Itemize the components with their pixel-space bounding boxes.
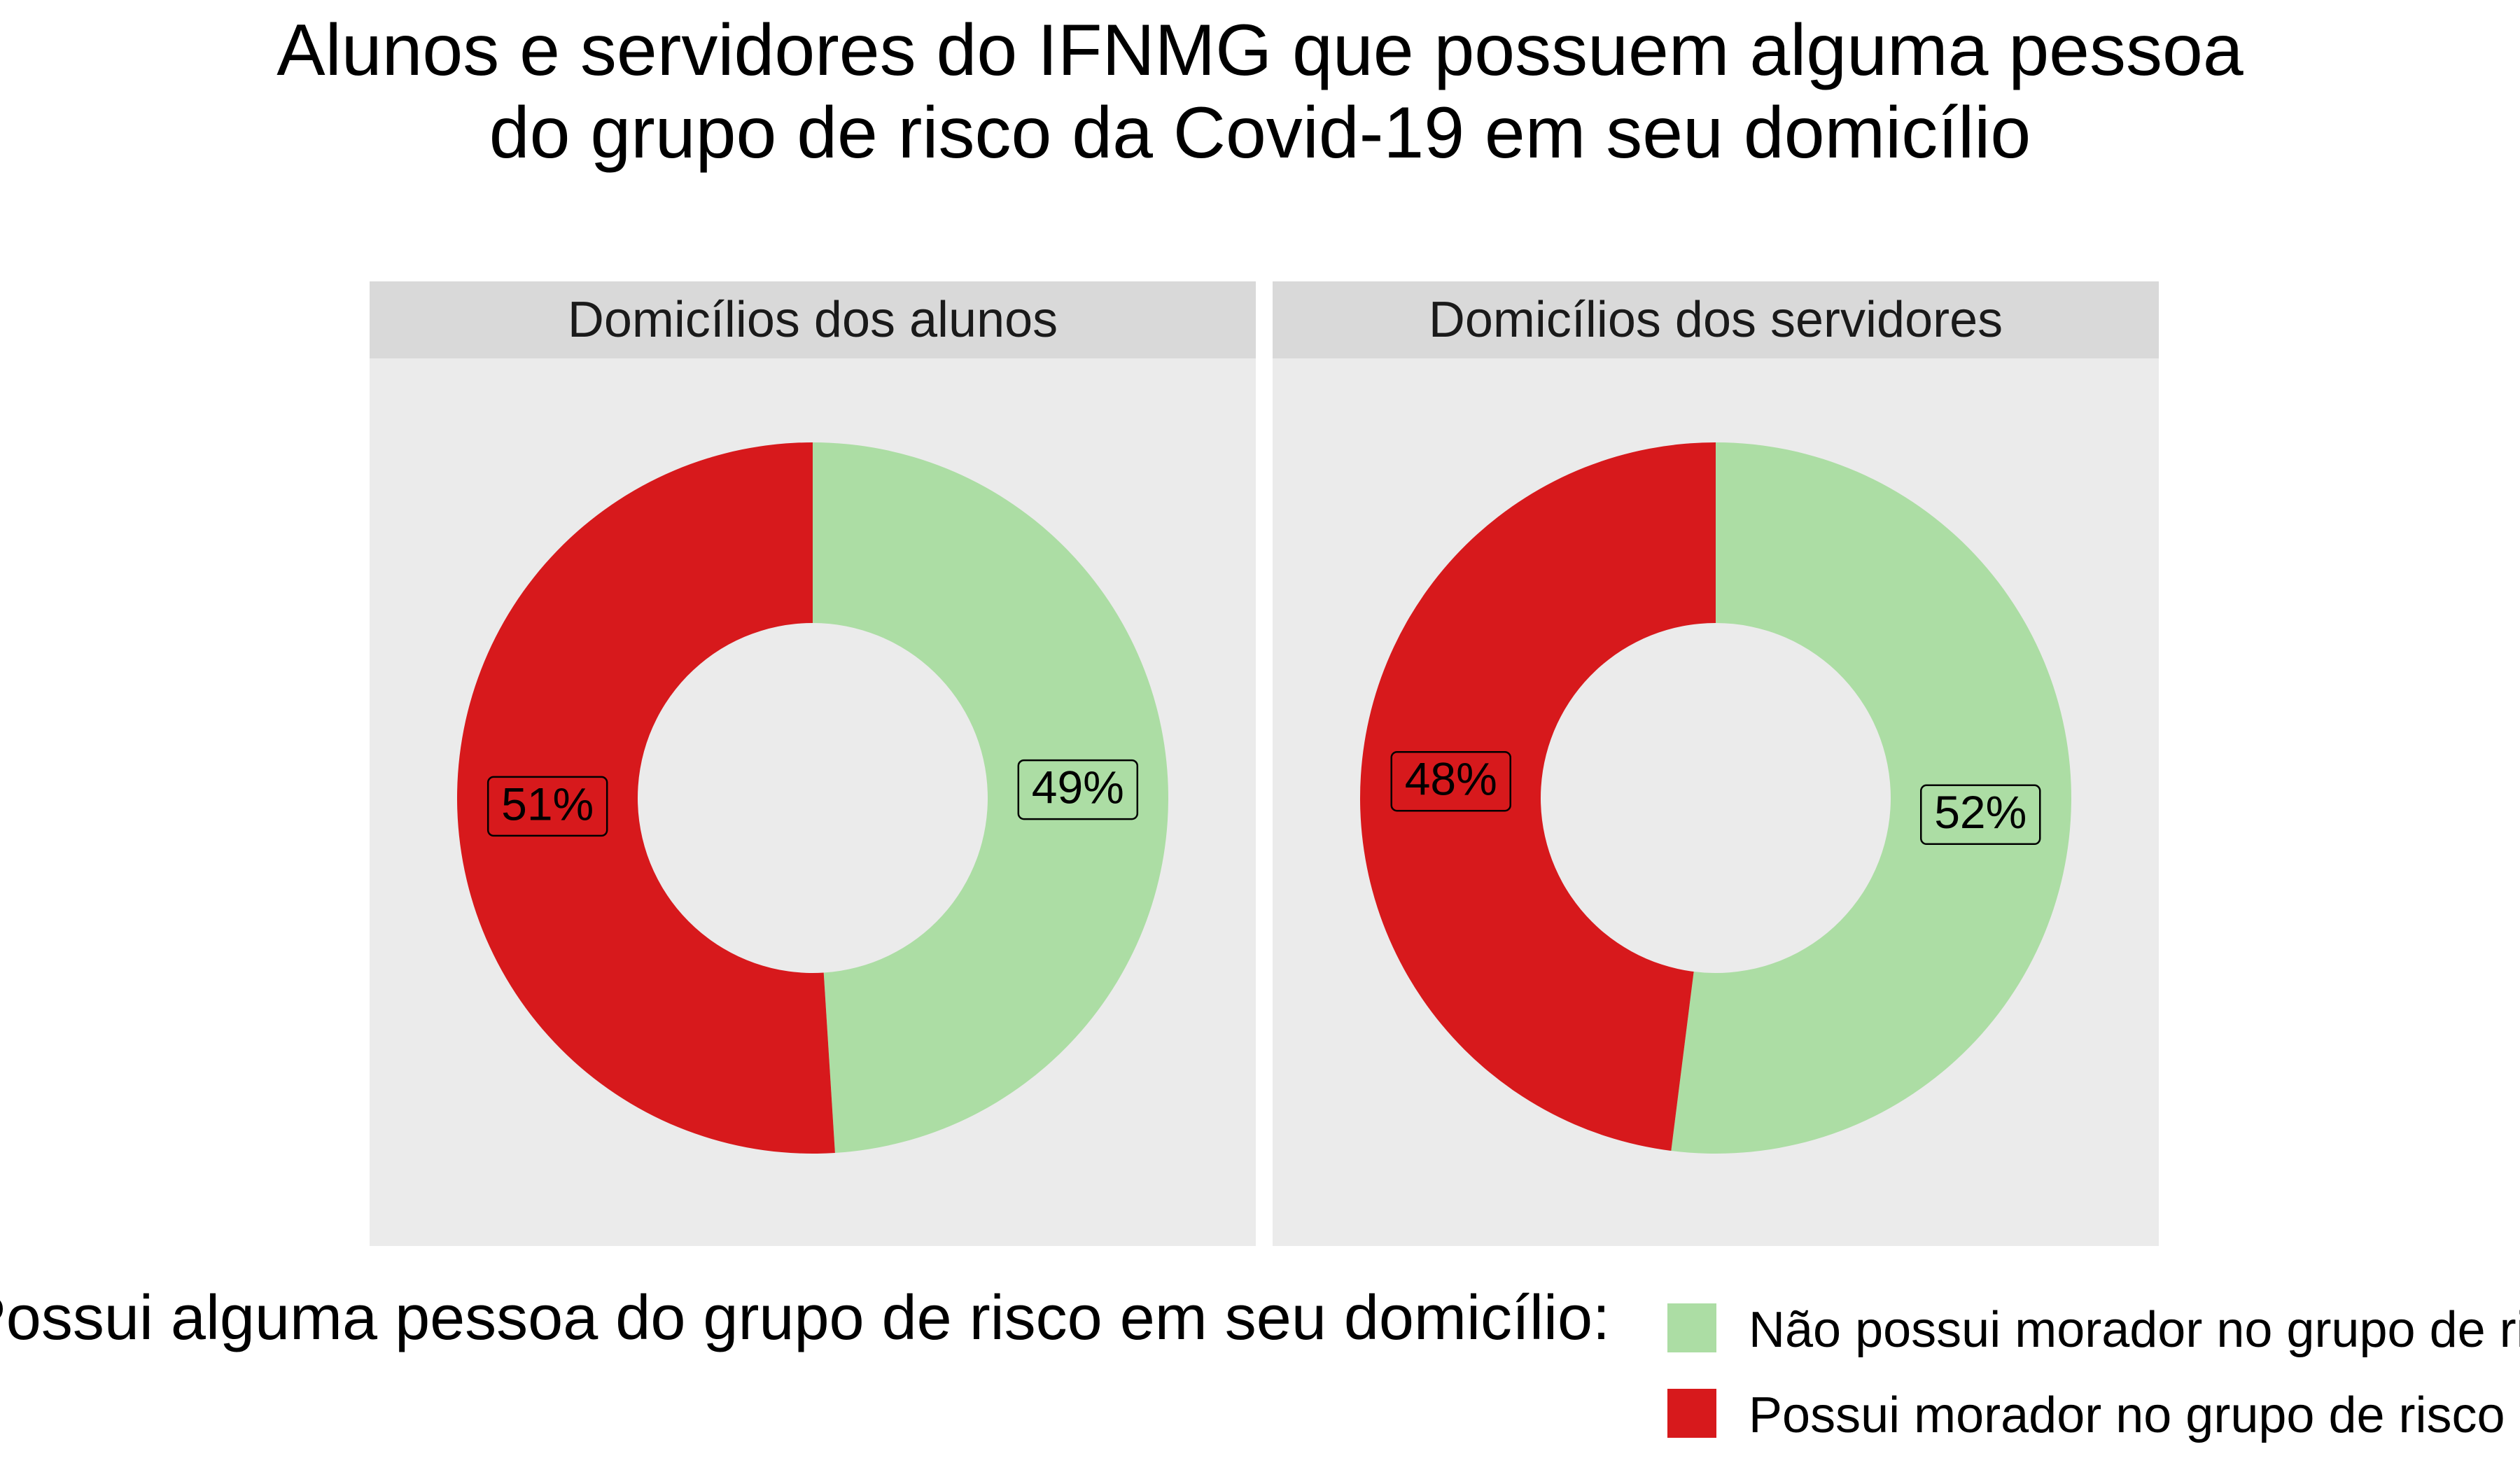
- panel-strip-alunos: Domicílios dos alunos: [370, 281, 1256, 358]
- legend-label-nao-possui: Não possui morador no grupo de risco: [1749, 1302, 2520, 1358]
- slice-label-text: 51%: [501, 778, 594, 830]
- slice-label-possui-morador-no-grupo-de-risco: 51%: [486, 776, 608, 837]
- panel-strip-servidores: Domicílios dos servidores: [1273, 281, 2159, 358]
- slice-label-box: [1390, 750, 1511, 812]
- donut-slice-nao-possui-morador-no-grupo-de-risco: [1671, 442, 2071, 1154]
- slice-label-text: 52%: [1934, 786, 2026, 838]
- donut-servidores: 52% 48%: [1359, 442, 2071, 1154]
- slice-label-possui-morador-no-grupo-de-risco: 48%: [1390, 750, 1511, 812]
- donut-slice-possui-morador-no-grupo-de-risco: [1359, 442, 1716, 1151]
- legend-key-nao-possui: [1667, 1303, 1716, 1352]
- slice-label-box: [1017, 759, 1139, 820]
- chart-title-line-2: do grupo de risco da Covid-19 em seu dom…: [489, 92, 2031, 174]
- panel-alunos: Domicílios dos alunos 49% 51%: [370, 281, 1256, 1246]
- legend-key-possui: [1667, 1389, 1716, 1438]
- slice-label-text: 49%: [1032, 762, 1124, 813]
- slice-label-box: [486, 776, 608, 837]
- slice-label-box: [1920, 784, 2041, 846]
- donut-slice-nao-possui-morador-no-grupo-de-risco: [813, 442, 1168, 1153]
- donut-alunos: 49% 51%: [456, 442, 1168, 1154]
- slice-label-nao-possui-morador-no-grupo-de-risco: 52%: [1920, 784, 2041, 846]
- legend-label-possui: Possui morador no grupo de risco: [1749, 1387, 2505, 1443]
- panel-servidores: Domicílios dos servidores 52% 48%: [1273, 281, 2159, 1246]
- slice-label-nao-possui-morador-no-grupo-de-risco: 49%: [1017, 759, 1139, 820]
- legend-title: Possui alguma pessoa do grupo de risco e…: [0, 1283, 1610, 1353]
- slice-label-text: 48%: [1405, 753, 1497, 805]
- donut-slice-possui-morador-no-grupo-de-risco: [456, 442, 835, 1154]
- chart-title-line-1: Alunos e servidores do IFNMG que possuem…: [276, 10, 2244, 91]
